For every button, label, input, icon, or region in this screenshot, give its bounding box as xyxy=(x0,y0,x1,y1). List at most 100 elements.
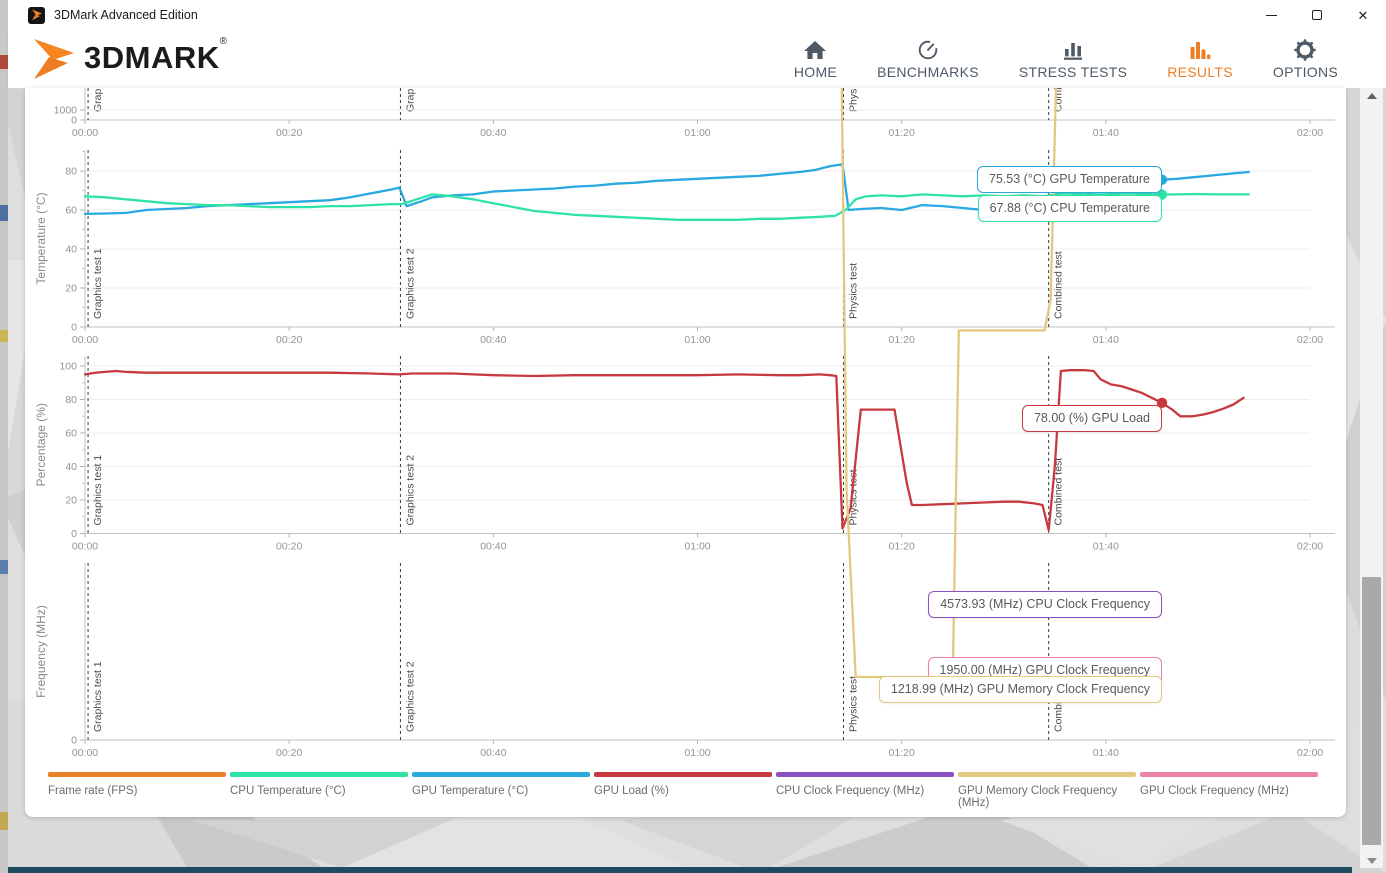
chart-legend: Frame rate (FPS) CPU Temperature (°C) GPU … xyxy=(48,772,1318,809)
window-title: 3DMark Advanced Edition xyxy=(54,8,198,22)
series-line-gpu_load xyxy=(83,369,1245,532)
scroll-up-button[interactable] xyxy=(1360,88,1383,103)
x-tick-label: 00:20 xyxy=(276,747,302,759)
minimize-button[interactable] xyxy=(1248,0,1294,30)
desktop-speck xyxy=(0,812,8,830)
legend-item-cpu-clock-frequency[interactable]: CPU Clock Frequency (MHz) xyxy=(776,772,954,809)
nav-item-home[interactable]: HOME xyxy=(794,39,837,80)
x-tick-label: 00:20 xyxy=(276,127,302,139)
results-panel: 000:0000:2000:4001:0001:2001:4002:00Grap… xyxy=(25,88,1346,817)
minimize-icon xyxy=(1265,14,1277,16)
nav-label: OPTIONS xyxy=(1272,63,1338,80)
y-tick-label: 100 xyxy=(59,361,77,373)
nav-label: BENCHMARKS xyxy=(877,63,979,80)
desktop-speck xyxy=(0,560,8,574)
x-tick-label: 00:00 xyxy=(72,747,98,759)
brand-text: 3DMARK xyxy=(84,40,220,75)
y-tick-label: 1000 xyxy=(54,105,78,117)
legend-swatch xyxy=(412,772,590,777)
maximize-button[interactable] xyxy=(1294,0,1340,30)
scrollbar[interactable] xyxy=(1360,88,1383,868)
series-line-cpu_temperature xyxy=(83,192,1250,221)
legend-item-gpu-memory-clock-frequency[interactable]: GPU Memory Clock Frequency (MHz) xyxy=(958,772,1136,809)
y-tick-label: 20 xyxy=(65,495,77,507)
x-tick-label: 01:20 xyxy=(889,127,915,139)
test-marker-label: Graphics test 1 xyxy=(92,248,104,319)
desktop-edge xyxy=(0,0,8,873)
window-titlebar[interactable]: 3DMark Advanced Edition ✕ xyxy=(8,0,1386,30)
x-tick-label: 02:00 xyxy=(1297,334,1323,346)
maximize-icon xyxy=(1312,10,1322,20)
nav-item-stress-tests[interactable]: STRESS TESTS xyxy=(1019,39,1127,80)
desktop-speck xyxy=(0,55,8,69)
nav-item-benchmarks[interactable]: BENCHMARKS xyxy=(877,39,979,80)
y-tick-label: 0 xyxy=(71,115,77,127)
y-tick-label: 0 xyxy=(71,322,77,334)
close-icon: ✕ xyxy=(1357,7,1369,23)
test-marker-label: Combined test xyxy=(1053,251,1065,319)
nav-item-options[interactable]: OPTIONS xyxy=(1272,38,1338,80)
desktop-speck xyxy=(0,330,8,342)
legend-label: Frame rate (FPS) xyxy=(48,785,138,797)
legend-label: GPU Load (%) xyxy=(594,785,669,797)
home-icon xyxy=(804,40,827,59)
legend-swatch xyxy=(230,772,408,777)
test-marker-label: Graphics test 2 xyxy=(404,455,416,526)
x-tick-label: 01:00 xyxy=(684,127,710,139)
test-marker-label: Graphics test 2 xyxy=(404,88,416,112)
tooltip-cpu-temperature: 67.88 (°C) CPU Temperature xyxy=(977,195,1162,222)
y-axis-title: Percentage (%) xyxy=(34,403,48,486)
tooltip-gpu-load: 78.00 (%) GPU Load xyxy=(1021,405,1162,432)
window-bottom-edge xyxy=(8,867,1352,873)
legend-item-frame-rate[interactable]: Frame rate (FPS) xyxy=(48,772,226,809)
y-tick-label: 0 xyxy=(71,528,77,540)
close-button[interactable]: ✕ xyxy=(1340,0,1386,30)
y-tick-label: 60 xyxy=(65,205,77,217)
legend-item-gpu-load[interactable]: GPU Load (%) xyxy=(594,772,772,809)
test-marker-label: Combined test xyxy=(1053,458,1065,526)
chart-percentage: 0 20 40 60 80 100 00:00 00:20 00:40 01:00 01:20 01:… xyxy=(34,356,1335,553)
gauge-icon xyxy=(918,40,938,59)
y-axis-title: Temperature (°C) xyxy=(34,192,48,284)
y-tick-label: 40 xyxy=(65,461,77,473)
legend-item-gpu-temperature[interactable]: GPU Temperature (°C) xyxy=(412,772,590,809)
nav-label: RESULTS xyxy=(1167,63,1233,80)
brand-logo: 3DMARK ® xyxy=(8,36,227,80)
legend-item-gpu-clock-frequency[interactable]: GPU Clock Frequency (MHz) xyxy=(1140,772,1318,809)
y-tick-label: 80 xyxy=(65,166,77,178)
y-tick-label: 0 xyxy=(71,735,77,747)
x-tick-label: 00:40 xyxy=(480,541,506,553)
nav-item-results[interactable]: RESULTS xyxy=(1167,39,1233,80)
scroll-down-button[interactable] xyxy=(1360,853,1383,868)
nav-label: HOME xyxy=(793,63,838,80)
x-tick-label: 01:40 xyxy=(1093,127,1119,139)
tooltip-gpu-temperature: 75.53 (°C) GPU Temperature xyxy=(976,166,1162,193)
scroll-down-icon xyxy=(1366,857,1377,864)
x-tick-label: 01:20 xyxy=(889,541,915,553)
test-marker-label: Graphics test 1 xyxy=(92,661,104,732)
x-tick-label: 00:00 xyxy=(72,127,98,139)
legend-label: GPU Memory Clock Frequency (MHz) xyxy=(958,785,1118,809)
y-tick-label: 60 xyxy=(65,428,77,440)
test-marker-label: Graphics test 2 xyxy=(404,248,416,319)
test-marker-label: Physics test xyxy=(847,88,859,112)
legend-swatch xyxy=(1140,772,1318,777)
brand-registered-mark: ® xyxy=(219,36,227,47)
x-tick-label: 00:00 xyxy=(72,334,98,346)
results-bars-icon xyxy=(1190,41,1211,59)
gear-icon xyxy=(1294,38,1317,61)
y-axis-title: Frequency (MHz) xyxy=(34,605,48,698)
legend-item-cpu-temperature[interactable]: CPU Temperature (°C) xyxy=(230,772,408,809)
x-tick-label: 02:00 xyxy=(1297,541,1323,553)
main-nav: HOME BENCHMARKS STRESS TESTS RESULTS OPTIONS xyxy=(794,38,1386,80)
navbar: 3DMARK ® HOME BENCHMARKS STRESS TESTS RESUL… xyxy=(8,30,1386,88)
x-tick-label: 00:40 xyxy=(480,334,506,346)
logo-swoosh-icon xyxy=(34,39,74,79)
x-tick-label: 02:00 xyxy=(1297,747,1323,759)
scroll-thumb[interactable] xyxy=(1362,577,1381,845)
x-tick-label: 01:00 xyxy=(684,747,710,759)
legend-swatch xyxy=(776,772,954,777)
x-tick-label: 02:00 xyxy=(1297,127,1323,139)
legend-swatch xyxy=(48,772,226,777)
bar-chart-icon xyxy=(1064,42,1083,60)
